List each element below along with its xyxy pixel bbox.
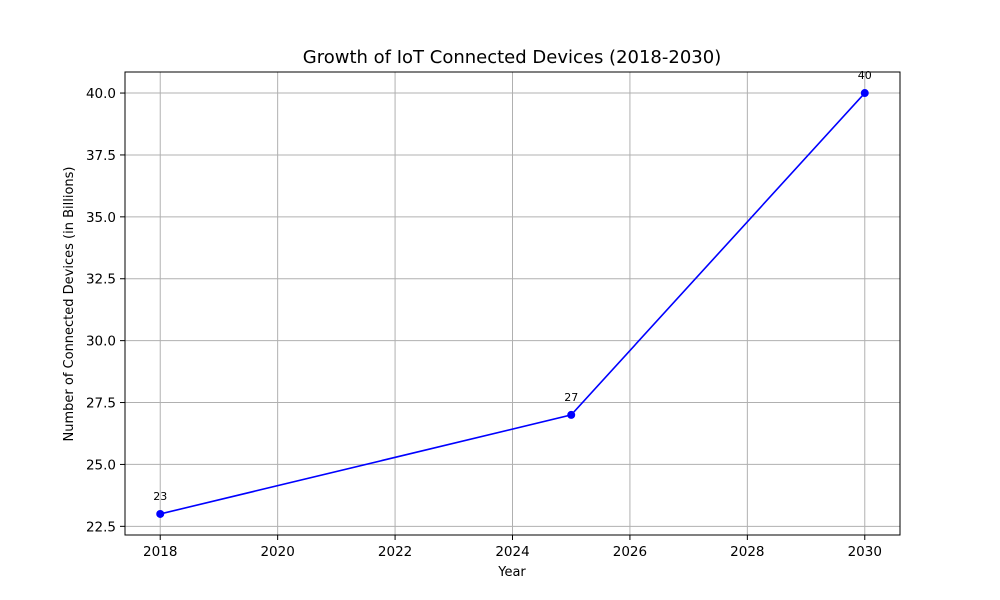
y-tick-label: 27.5 — [86, 396, 116, 412]
data-point — [156, 509, 165, 518]
x-axis-label: Year — [497, 565, 526, 580]
x-tick-label: 2020 — [260, 544, 294, 560]
data-label: 27 — [564, 391, 578, 404]
y-tick-label: 22.5 — [86, 519, 116, 535]
grid — [125, 72, 900, 535]
data-point — [567, 410, 576, 419]
x-tick-label: 2028 — [730, 544, 764, 560]
y-tick-label: 37.5 — [86, 148, 116, 164]
x-tick-label: 2022 — [378, 544, 412, 560]
y-tick-label: 32.5 — [86, 272, 116, 288]
y-axis-label: Number of Connected Devices (in Billions… — [62, 167, 77, 442]
data-label: 40 — [858, 69, 872, 82]
chart-title: Growth of IoT Connected Devices (2018-20… — [303, 47, 721, 68]
x-tick-label: 2018 — [143, 544, 177, 560]
y-tick-label: 30.0 — [86, 334, 116, 350]
x-tick-label: 2030 — [848, 544, 882, 560]
data-point — [860, 89, 869, 98]
axis-ticks: 2018 2020 2022 2024 2026 2028 2030 22.5 25.0 27.5… — [86, 86, 882, 560]
x-tick-label: 2026 — [613, 544, 647, 560]
y-tick-label: 25.0 — [86, 457, 116, 473]
y-tick-label: 35.0 — [86, 210, 116, 226]
data-label: 23 — [153, 490, 167, 503]
x-tick-label: 2024 — [495, 544, 529, 560]
y-tick-label: 40.0 — [86, 86, 116, 102]
series-layer: 23 27 40 — [153, 69, 872, 518]
